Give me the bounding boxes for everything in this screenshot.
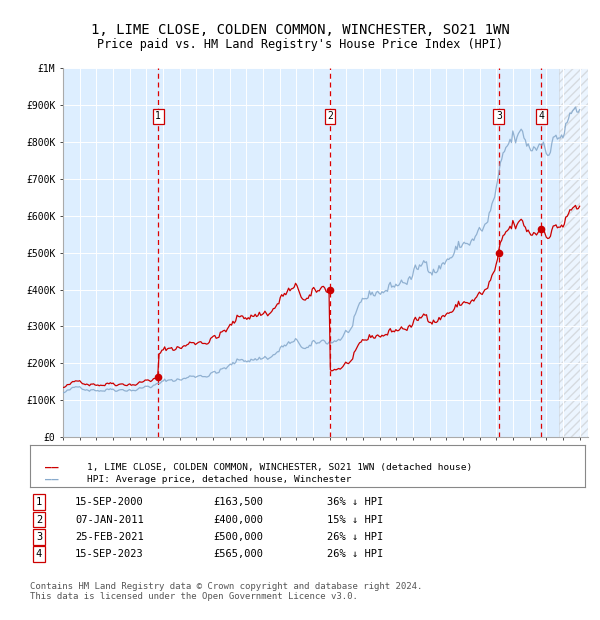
Text: 1, LIME CLOSE, COLDEN COMMON, WINCHESTER, SO21 1WN: 1, LIME CLOSE, COLDEN COMMON, WINCHESTER… <box>91 23 509 37</box>
Text: 15-SEP-2000: 15-SEP-2000 <box>75 497 144 507</box>
Text: HPI: Average price, detached house, Winchester: HPI: Average price, detached house, Winc… <box>87 476 352 484</box>
Text: 36% ↓ HPI: 36% ↓ HPI <box>327 497 383 507</box>
Text: 26% ↓ HPI: 26% ↓ HPI <box>327 549 383 559</box>
Text: 07-JAN-2011: 07-JAN-2011 <box>75 515 144 525</box>
Text: 2: 2 <box>36 515 42 525</box>
Text: 15% ↓ HPI: 15% ↓ HPI <box>327 515 383 525</box>
Text: 1: 1 <box>36 497 42 507</box>
Text: 4: 4 <box>539 111 544 121</box>
Bar <box>559 68 588 437</box>
Text: 25-FEB-2021: 25-FEB-2021 <box>75 532 144 542</box>
Text: 2: 2 <box>327 111 333 121</box>
Text: ——: —— <box>45 463 59 472</box>
Text: £163,500: £163,500 <box>213 497 263 507</box>
Text: 4: 4 <box>36 549 42 559</box>
Text: 1, LIME CLOSE, COLDEN COMMON, WINCHESTER, SO21 1WN (detached house): 1, LIME CLOSE, COLDEN COMMON, WINCHESTER… <box>87 463 472 472</box>
Text: 15-SEP-2023: 15-SEP-2023 <box>75 549 144 559</box>
Text: £565,000: £565,000 <box>213 549 263 559</box>
Text: £400,000: £400,000 <box>213 515 263 525</box>
Text: £500,000: £500,000 <box>213 532 263 542</box>
Text: ——: —— <box>45 475 59 485</box>
Text: 3: 3 <box>496 111 502 121</box>
Text: 26% ↓ HPI: 26% ↓ HPI <box>327 532 383 542</box>
Text: Price paid vs. HM Land Registry's House Price Index (HPI): Price paid vs. HM Land Registry's House … <box>97 38 503 51</box>
Text: 3: 3 <box>36 532 42 542</box>
Text: Contains HM Land Registry data © Crown copyright and database right 2024.
This d: Contains HM Land Registry data © Crown c… <box>30 582 422 601</box>
Text: 1: 1 <box>155 111 161 121</box>
